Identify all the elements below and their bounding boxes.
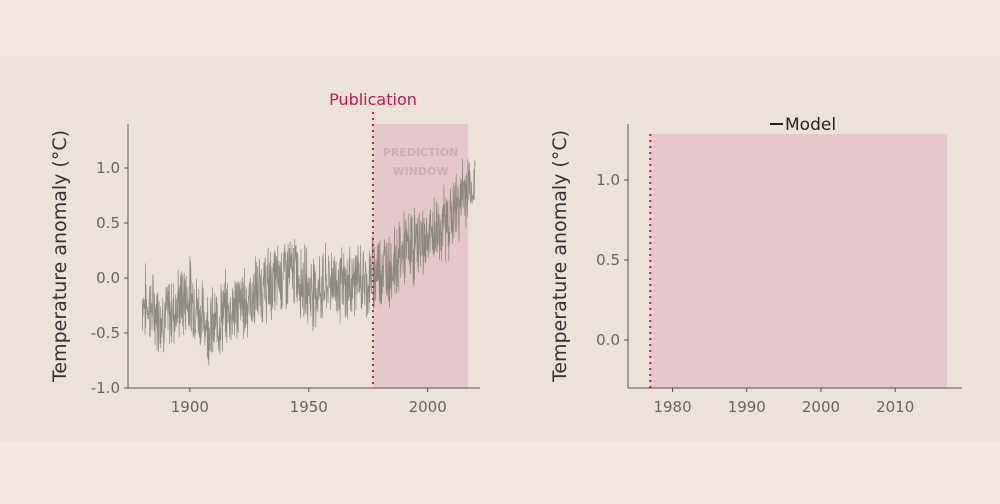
- y-tick-label: 0.5: [596, 251, 620, 269]
- prediction-window-shade: [650, 134, 948, 388]
- temperature-series-line: [141, 158, 476, 366]
- x-tick-label: 1950: [290, 398, 328, 416]
- x-tick-label: 2000: [802, 398, 840, 416]
- y-tick-label: 0.5: [96, 214, 120, 232]
- y-tick-label: 1.0: [96, 159, 120, 177]
- legend-model-label: Model: [785, 115, 836, 135]
- x-ticks: 1900 1950 2000: [171, 388, 447, 416]
- x-tick-label: 2010: [876, 398, 914, 416]
- prediction-window-label-line2: WINDOW: [393, 165, 449, 178]
- y-tick-label: -1.0: [91, 379, 120, 397]
- x-tick-label: 1990: [728, 398, 766, 416]
- y-tick-label: 0.0: [96, 269, 120, 287]
- x-tick-label: 1980: [653, 398, 691, 416]
- y-ticks: 0.0 0.5 1.0: [596, 171, 628, 349]
- publication-label: Publication: [329, 90, 417, 109]
- prediction-window-label-line1: PREDICTION: [383, 146, 459, 159]
- y-axis-label: Temperature anomaly (°C): [549, 130, 571, 383]
- y-tick-label: 0.0: [596, 331, 620, 349]
- y-axis-label: Temperature anomaly (°C): [49, 130, 71, 383]
- y-tick-label: 1.0: [596, 171, 620, 189]
- chart-right: Model 0.0 0.5 1.0 1980 1990 2000 2010 Tempera…: [549, 115, 962, 416]
- temperature-series: [141, 158, 476, 366]
- x-tick-label: 1900: [171, 398, 209, 416]
- chart-left: Publication PREDICTION WINDOW -1.0 -0.5 0.…: [49, 90, 480, 416]
- y-tick-label: -0.5: [91, 324, 120, 342]
- x-ticks: 1980 1990 2000 2010: [653, 388, 914, 416]
- y-ticks: -1.0 -0.5 0.0 0.5 1.0: [91, 159, 128, 397]
- x-tick-label: 2000: [409, 398, 447, 416]
